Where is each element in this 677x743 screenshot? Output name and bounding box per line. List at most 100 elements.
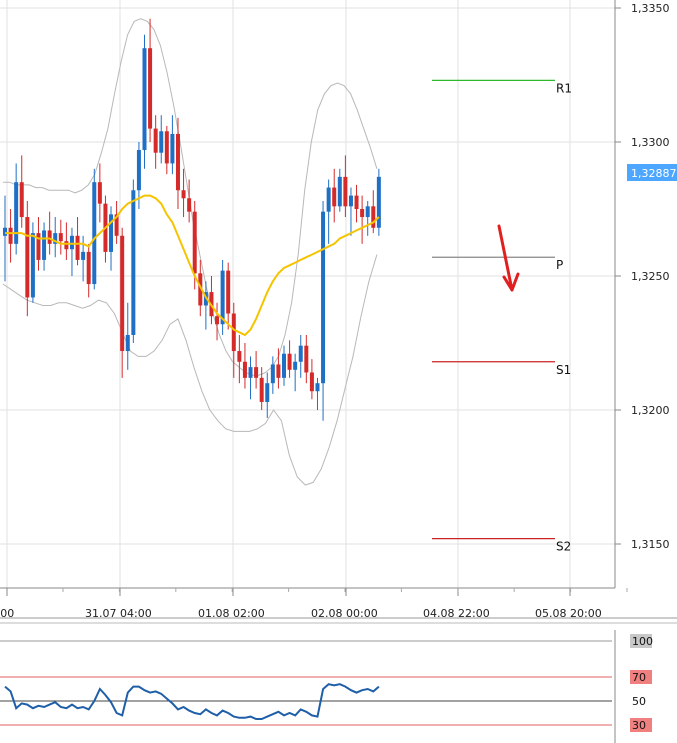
candle-body [47, 230, 52, 244]
candle-body [97, 182, 102, 204]
moving-average-line [5, 194, 380, 337]
candle-body [376, 176, 381, 228]
candle-body [81, 251, 86, 260]
candle-body [75, 235, 80, 260]
candle-body [30, 233, 35, 298]
oscillator-tick-label: 50 [632, 695, 646, 708]
oscillator-series-line [4, 683, 380, 720]
x-tick-label: 31.07 04:00 [85, 607, 152, 620]
plot-area [0, 0, 615, 588]
candle-body [64, 241, 69, 250]
candle-body [120, 235, 125, 352]
candle-body [371, 206, 376, 228]
y-tick-label: 1,3200 [631, 404, 670, 417]
price-panel: R1 P S1 S2 1,3350 1,3300 1,3250 1,3200 1,3150 7… [0, 0, 677, 620]
candle-body [270, 364, 275, 384]
candle-body [125, 334, 130, 352]
y-tick-label: 1,3350 [631, 2, 670, 15]
candle-body [92, 182, 97, 285]
candle-body [187, 198, 192, 212]
oscillator-tick-label: 70 [632, 671, 646, 684]
x-axis-ticks: 7 06:00 31.07 04:00 01.08 02:00 02.08 00:00… [0, 588, 628, 620]
candle-body [170, 133, 175, 164]
candle-body [315, 383, 320, 392]
oscillator-panel: 100 70 50 30 [0, 630, 653, 743]
candle-body [287, 353, 292, 370]
candle-body [109, 214, 114, 252]
level-label-s2: S2 [556, 540, 571, 554]
candles [3, 18, 381, 421]
oscillator-tick-label: 100 [632, 635, 653, 648]
candle-body [282, 353, 286, 378]
x-tick-label: 02.08 00:00 [311, 607, 378, 620]
oscillator-tick-box [630, 634, 652, 648]
candle-body [254, 367, 259, 378]
x-tick-label: 05.08 20:00 [535, 607, 602, 620]
current-price-box [627, 164, 677, 181]
candle-body [343, 176, 348, 207]
oscillator-reference-lines [0, 640, 612, 726]
candle-body [309, 372, 314, 392]
candle-body [69, 235, 74, 250]
y-axis-ticks: 1,3350 1,3300 1,3250 1,3200 1,3150 [615, 2, 670, 551]
candle-body [354, 195, 359, 209]
level-label-s1: S1 [556, 363, 571, 377]
candle-body [248, 367, 253, 378]
candle-body [58, 233, 63, 242]
candle-body [164, 131, 169, 164]
candle-body [175, 133, 180, 191]
candle-body [304, 345, 309, 373]
pivot-levels: R1 P S1 S2 [432, 79, 572, 554]
y-tick-label: 1,3250 [631, 270, 670, 283]
candle-body [153, 128, 158, 153]
y-tick-label: 1,3150 [631, 538, 670, 551]
candle-body [226, 270, 231, 314]
candle-body [192, 211, 197, 274]
candle-body [53, 233, 58, 244]
candle-body [19, 182, 24, 218]
candle-body [114, 214, 119, 236]
candle-body [148, 48, 153, 129]
oscillator-tick-box [630, 670, 652, 684]
candle-body [298, 345, 303, 362]
candle-body [321, 211, 326, 384]
candle-body [348, 195, 353, 207]
candle-body [365, 206, 370, 218]
grid [0, 0, 615, 588]
candle-body [142, 48, 147, 151]
candle-body [242, 361, 247, 378]
candle-body [36, 233, 41, 260]
moving-average [5, 194, 380, 337]
candle-body [293, 361, 298, 370]
candle-body [198, 273, 203, 306]
candle-body [14, 182, 19, 244]
candle-body [86, 251, 91, 285]
current-price-tag: 1,32887 [627, 164, 677, 181]
candle-body [265, 383, 270, 402]
candle-body [25, 217, 30, 298]
candle-body [215, 316, 220, 325]
current-price-label: 1,32887 [631, 167, 677, 180]
candle-body [136, 150, 141, 191]
oscillator-line [4, 683, 380, 720]
candle-body [131, 190, 136, 335]
level-label-p: P [556, 258, 563, 272]
oscillator-y-ticks: 100 70 50 30 [630, 634, 653, 732]
candle-body [181, 190, 186, 199]
candle-body [332, 187, 337, 207]
oscillator-tick-box [630, 694, 652, 708]
y-tick-label: 1,3300 [631, 136, 670, 149]
candle-body [3, 227, 7, 236]
oscillator-tick-label: 30 [632, 719, 646, 732]
candle-body [8, 227, 13, 244]
candle-body [159, 131, 164, 153]
x-tick-label: 04.08 22:00 [423, 607, 490, 620]
oscillator-tick-box [630, 718, 652, 732]
candle-body [42, 230, 47, 260]
down-arrow-annotation [497, 224, 520, 292]
candle-body [337, 176, 342, 207]
candle-body [326, 187, 331, 212]
x-tick-label: 7 06:00 [0, 607, 14, 620]
candle-body [220, 270, 225, 325]
